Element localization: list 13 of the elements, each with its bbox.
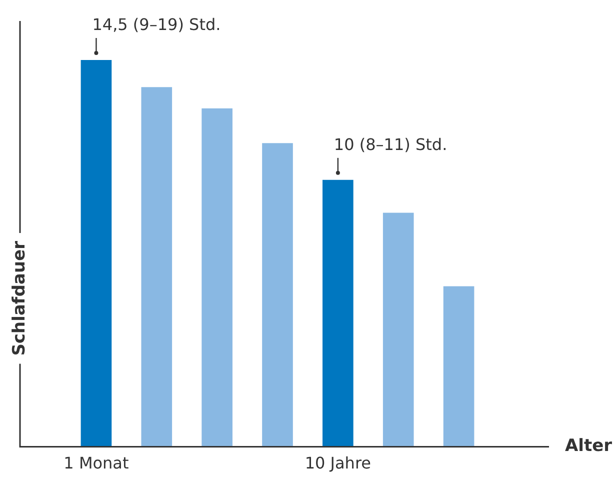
bar — [141, 87, 172, 447]
y-axis-title: Schlafdauer — [9, 240, 30, 356]
bar — [262, 143, 293, 447]
x-axis-title: Alter — [564, 436, 613, 456]
bar — [80, 60, 112, 447]
bar — [382, 212, 414, 447]
bar — [202, 108, 232, 447]
x-tick-label: 1 Monat — [64, 454, 129, 473]
bar — [322, 180, 354, 447]
annotation: 10 (8–11) Std. — [334, 135, 448, 154]
x-tick-label: 10 Jahre — [304, 454, 372, 473]
bar — [443, 286, 474, 447]
annotation: 14,5 (9–19) Std. — [92, 15, 221, 34]
